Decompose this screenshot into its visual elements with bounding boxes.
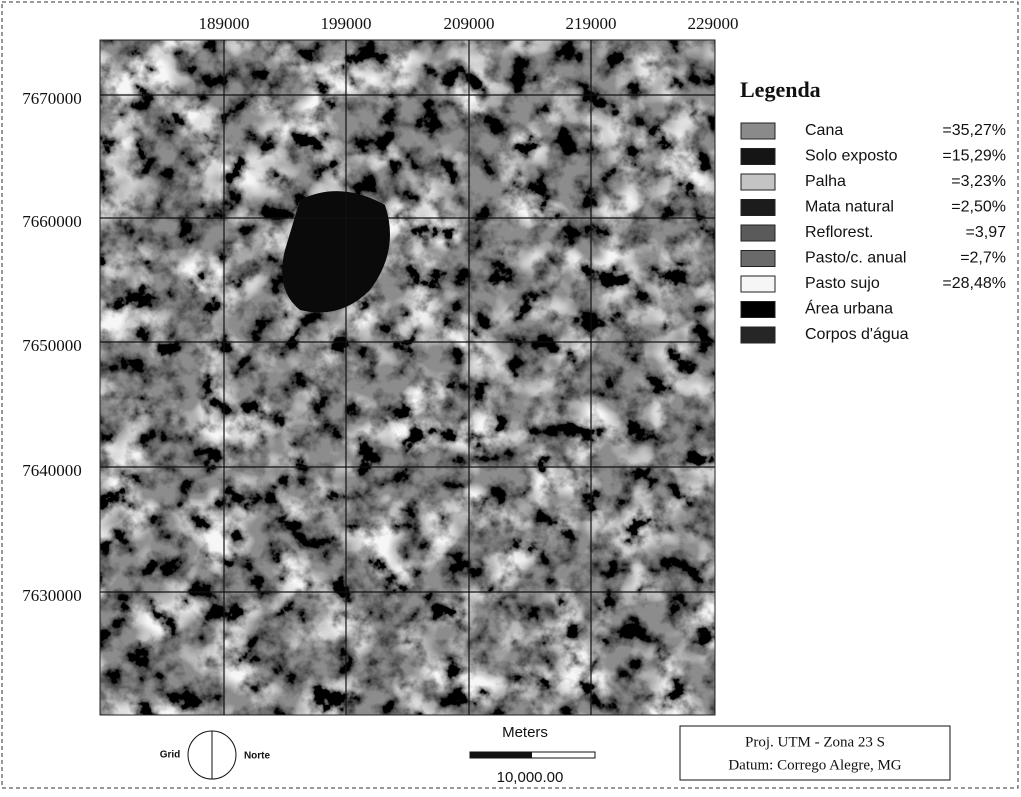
land-use-raster	[100, 40, 715, 715]
legend-swatch	[741, 149, 775, 165]
legend: Legenda Cana =35,27% Solo exposto =15,29% Pal…	[740, 77, 1006, 343]
projection-line: Proj. UTM - Zona 23 S	[745, 734, 885, 750]
legend-name: Cana	[805, 122, 843, 139]
legend-swatch	[741, 276, 775, 292]
legend-swatch	[741, 327, 775, 343]
x-grid-label: 209000	[444, 14, 495, 33]
legend-value: =3,97	[966, 224, 1007, 241]
x-grid-label: 219000	[566, 14, 617, 33]
north-right-label: Norte	[244, 751, 271, 762]
legend-swatch	[741, 174, 775, 190]
legend-name: Mata natural	[805, 199, 894, 216]
y-grid-label: 7630000	[22, 586, 82, 605]
legend-swatch	[741, 200, 775, 216]
legend-swatch	[741, 251, 775, 267]
y-grid-label: 7670000	[22, 89, 82, 108]
legend-value: =15,29%	[942, 148, 1006, 165]
y-grid-label: 7650000	[22, 336, 82, 355]
scale-unit: Meters	[502, 724, 548, 741]
legend-value: =2,7%	[960, 250, 1006, 267]
x-grid-label: 199000	[321, 14, 372, 33]
legend-name: Palha	[805, 173, 846, 190]
legend-swatch	[741, 123, 775, 139]
projection-line: Datum: Corrego Alegre, MG	[728, 757, 901, 773]
legend-name: Pasto sujo	[805, 275, 880, 292]
legend-value: =35,27%	[942, 122, 1006, 139]
legend-name: Corpos d'água	[805, 326, 909, 343]
y-grid-label: 7640000	[22, 461, 82, 480]
legend-title: Legenda	[740, 77, 821, 102]
legend-swatch	[741, 225, 775, 241]
projection-box: Proj. UTM - Zona 23 S Datum: Corrego Ale…	[680, 726, 950, 780]
legend-name: Pasto/c. anual	[805, 250, 906, 267]
legend-name: Reflorest.	[805, 224, 873, 241]
north-arrow: Grid Norte	[160, 731, 271, 779]
legend-name: Área urbana	[805, 299, 893, 318]
x-grid-label: 189000	[199, 14, 250, 33]
y-grid-label: 7660000	[22, 212, 82, 231]
map-image	[100, 40, 715, 715]
scale-bar: Meters 10,000.00	[470, 724, 595, 786]
legend-value: =3,23%	[951, 173, 1006, 190]
legend-name: Solo exposto	[805, 148, 898, 165]
legend-value: =2,50%	[951, 199, 1006, 216]
scale-rect-fill	[470, 752, 532, 758]
north-left-label: Grid	[160, 750, 181, 761]
map-page: 189000 199000 209000 219000 229000 7670000 766…	[0, 0, 1021, 792]
legend-value: =28,48%	[942, 275, 1006, 292]
legend-swatch	[741, 302, 775, 318]
x-grid-label: 229000	[688, 14, 739, 33]
scale-length: 10,000.00	[497, 769, 564, 786]
